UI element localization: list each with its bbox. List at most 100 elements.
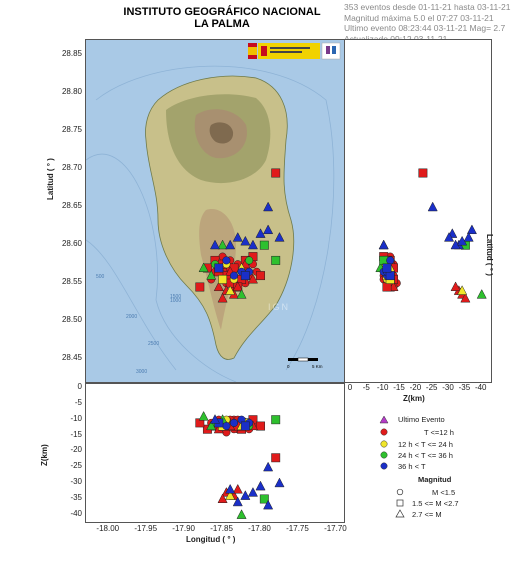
map-panel[interactable]: 500 1000 1500 2000 2500 3000 IGN 0 5 Km [85,39,345,383]
lon-depth-ylabel: Z(km) [40,444,49,466]
map-event-marker [271,255,281,265]
lat-depth-event-marker [382,282,392,292]
lon-depth-event-marker [222,422,231,431]
lat-tick-label: 28.65 [61,201,82,211]
lon-depth-event-marker [271,453,281,463]
lon-depth-event-marker [240,421,250,431]
lat-depth-event-marker [450,281,461,292]
lon-depth-z-tick-label: 0 [77,382,82,391]
lon-depth-event-marker [240,490,251,500]
bathymetry-contour-2 [86,153,237,382]
lat-depth-z-tick-label: 0 [347,383,353,392]
lat-tick-label: 28.75 [61,125,82,135]
lon-depth-event-marker [206,420,217,431]
lon-depth-z-tick-label: -40 [70,508,82,518]
contour-label-1500: 1500 [170,294,181,300]
lat-depth-svg[interactable] [345,40,491,382]
lat-depth-event-marker [385,271,395,281]
lon-tick-label: -17.80 [248,524,271,533]
legend-triangle-outline-icon [395,509,405,518]
lat-depth-event-marker [427,201,438,212]
lat-tick-label: 28.80 [61,87,82,97]
ign-watermark: IGN [268,302,290,312]
legend-circle-icon [380,428,388,436]
bathymetry-contour-3 [86,239,177,371]
flag-logo [248,43,257,59]
lat-tick-label: 28.85 [61,49,82,59]
lon-depth-event-marker [225,490,236,500]
contour-label-1000: 1000 [170,298,181,304]
map-event-marker [195,282,205,292]
map-event-marker [213,281,224,292]
lat-depth-z-tick-label: -20 [409,383,422,392]
map-event-marker [247,239,258,250]
lon-depth-z-tick-label: -25 [70,461,82,471]
legend-item-mag-small: M <1.5 [396,488,455,497]
contour-label-3000: 3000 [136,369,147,375]
lat-depth-ylabel: Latitud ( ° ) [485,234,494,276]
lat-depth-event-marker [457,235,468,246]
lon-depth-events-layer [195,410,285,519]
lon-tick-label: -17.75 [286,524,309,533]
lat-depth-event-marker [463,232,474,242]
lat-depth-xlabel: Z(km) [403,394,425,403]
caldera-center [209,122,234,144]
map-event-marker [206,270,217,280]
lon-depth-event-marker [232,483,243,494]
info-line-4: Actualizado 09:12 03-11-21 [344,34,511,45]
map-event-marker [236,289,247,299]
map-event-marker [218,274,228,284]
bathymetry-contour-1 [95,65,335,371]
lon-tick-label: -17.95 [134,524,158,533]
map-event-marker [274,232,285,242]
lat-depth-event-marker [386,256,395,265]
legend-label-last-event: Ultimo Evento [398,415,445,424]
legend-label-24h: 12 h < T <= 24 h [398,440,453,449]
lon-depth-z-tick-label: -35 [70,492,82,502]
map-event-marker [240,235,251,246]
map-event-marker [256,271,265,281]
lon-depth-event-marker [263,461,274,472]
lon-tick-label: -17.85 [210,524,233,533]
map-svg[interactable]: 500 1000 1500 2000 2500 3000 IGN 0 5 Km [86,40,344,382]
legend-item-24h: 12 h < T <= 24 h [380,440,453,449]
map-event-marker [209,239,221,250]
lon-depth-event-marker [236,509,247,519]
lon-depth-event-marker [232,496,243,507]
lat-depth-event-marker [382,263,392,273]
lon-depth-event-marker [198,410,209,421]
map-event-marker [255,228,266,238]
lat-depth-z-tick-label: -40 [474,383,487,392]
legend-item-36h: 24 h < T <= 36 h [380,451,453,460]
page-title: INSTITUTO GEOGRÁFICO NACIONAL LA PALMA [92,6,352,30]
map-events-layer [195,168,285,303]
lat-depth-z-tick-label: -15 [393,383,405,392]
legend-label-mag-medium: 1.5 <= M <2.7 [412,499,459,508]
map-event-marker [222,256,231,265]
legend-circle-icon [380,440,388,448]
lat-depth-event-marker [444,232,455,242]
title-line1: INSTITUTO GEOGRÁFICO NACIONAL [123,6,321,18]
lon-depth-event-marker [271,415,281,425]
legend-item-mag-medium: 1.5 <= M <2.7 [396,499,459,508]
lat-tick-label: 28.70 [61,163,82,173]
lon-depth-svg[interactable] [86,384,344,522]
lon-depth-panel[interactable] [85,383,345,523]
map-event-marker [232,232,243,242]
lat-depth-event-marker [378,239,389,250]
map-event-marker [259,240,269,250]
info-line-2: Magnitud máxima 5.0 el 07:27 03-11-21 [344,12,494,23]
lon-depth-event-marker [263,499,274,510]
scale-label-0: 0 [287,364,290,369]
lat-depth-panel[interactable] [344,39,492,383]
ministry-crest-logo [258,43,320,59]
map-event-marker [240,271,250,281]
map-event-marker [263,224,274,235]
lat-depth-z-tick-label: -30 [442,383,454,392]
lon-depth-event-marker [209,414,221,424]
map-event-marker [247,273,258,284]
lat-depth-z-tick-label: -10 [376,383,389,392]
map-event-marker [245,256,254,265]
legend-mag-title: Magnitud [418,475,452,484]
lon-depth-event-marker [274,477,285,488]
